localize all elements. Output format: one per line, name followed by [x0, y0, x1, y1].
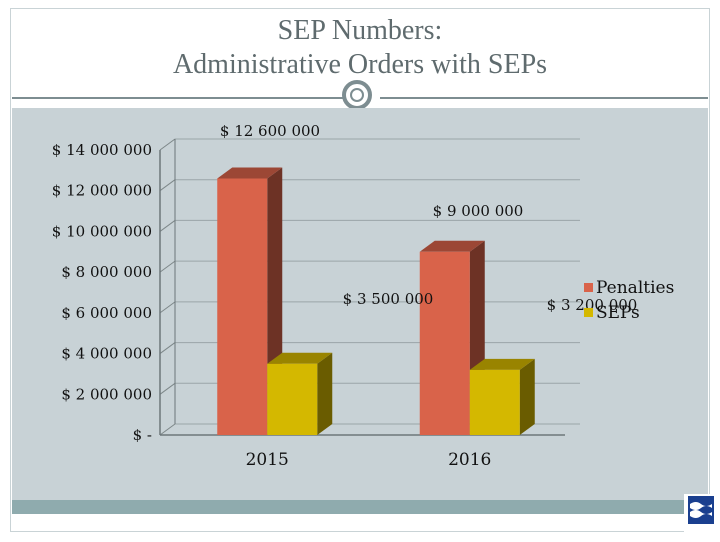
- tceq-logo: [684, 494, 718, 538]
- legend-swatch-seps: [584, 308, 593, 317]
- tceq-logo-icon: [688, 496, 714, 524]
- slide-frame: [10, 8, 710, 532]
- slide-title-line2: Administrative Orders with SEPs: [172, 49, 548, 80]
- bar-top-seps-2015: [267, 352, 333, 364]
- x-tick-label: 2016: [448, 450, 491, 470]
- title-divider-right: [380, 97, 708, 99]
- side-gridline: [159, 342, 176, 354]
- side-gridline: [159, 301, 176, 314]
- data-label-penalties-2015: $ 12 600 000: [220, 122, 320, 140]
- side-gridline: [159, 423, 176, 436]
- legend-label-seps: SEPs: [596, 303, 640, 323]
- legend-swatch-penalties: [584, 283, 593, 292]
- side-gridline: [159, 179, 176, 192]
- bar-penalties-2016: [419, 251, 470, 435]
- y-tick-label: $ 10 000 000: [52, 222, 152, 240]
- bar-seps-2016: [469, 369, 520, 435]
- y-tick-label: $ 4 000 000: [61, 345, 152, 363]
- data-label-seps-2016: $ 3 200 000: [547, 296, 638, 314]
- bar-top-penalties-2016: [419, 240, 485, 252]
- y-tick-label: $ 12 000 000: [52, 182, 152, 200]
- side-gridline: [159, 220, 176, 232]
- y-tick-label: $ 6 000 000: [61, 304, 152, 322]
- legend-label-penalties: Penalties: [596, 278, 674, 298]
- y-tick-label: $ -: [133, 426, 152, 444]
- bar-side-seps-2016: [519, 358, 535, 435]
- bar-top-penalties-2015: [217, 167, 283, 179]
- slide-title-line1: SEP Numbers:: [277, 15, 443, 46]
- footer-band: [12, 500, 708, 514]
- side-gridline: [159, 138, 176, 151]
- bar-penalties-2015: [217, 178, 268, 435]
- x-tick-label: 2015: [246, 450, 289, 470]
- side-gridline: [159, 260, 176, 273]
- y-tick-label: $ 2 000 000: [61, 385, 152, 403]
- title-divider-left: [12, 97, 344, 99]
- bar-top-seps-2016: [469, 358, 535, 370]
- bar-side-seps-2015: [317, 352, 333, 435]
- bar-seps-2015: [267, 363, 318, 435]
- data-label-seps-2015: $ 3 500 000: [343, 290, 434, 308]
- y-tick-label: $ 8 000 000: [61, 263, 152, 281]
- side-gridline: [159, 382, 176, 395]
- y-tick-label: $ 14 000 000: [52, 141, 152, 159]
- data-label-penalties-2016: $ 9 000 000: [433, 202, 524, 220]
